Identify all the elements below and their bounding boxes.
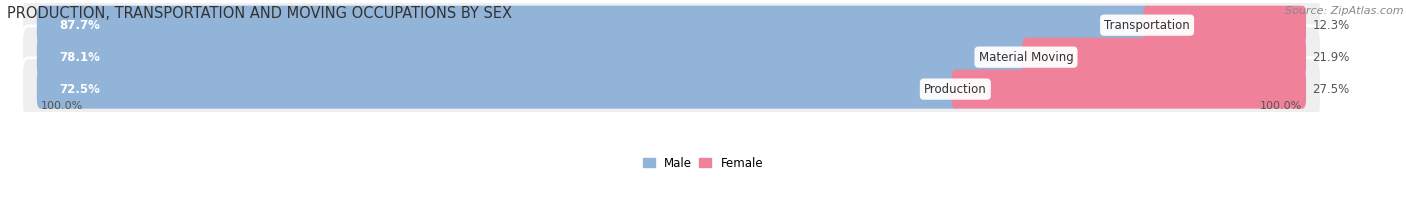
Text: 78.1%: 78.1% [59, 51, 100, 64]
FancyBboxPatch shape [37, 70, 959, 109]
Text: 100.0%: 100.0% [41, 101, 83, 111]
Text: Material Moving: Material Moving [979, 51, 1073, 64]
Text: PRODUCTION, TRANSPORTATION AND MOVING OCCUPATIONS BY SEX: PRODUCTION, TRANSPORTATION AND MOVING OC… [7, 6, 512, 21]
FancyBboxPatch shape [21, 0, 1322, 57]
Text: Production: Production [924, 83, 987, 96]
FancyBboxPatch shape [1143, 6, 1306, 45]
Text: 100.0%: 100.0% [1260, 101, 1302, 111]
Text: 27.5%: 27.5% [1312, 83, 1350, 96]
Text: Transportation: Transportation [1104, 19, 1189, 32]
Text: Source: ZipAtlas.com: Source: ZipAtlas.com [1285, 6, 1403, 16]
FancyBboxPatch shape [1022, 38, 1306, 77]
Text: 72.5%: 72.5% [59, 83, 100, 96]
Legend: Male, Female: Male, Female [643, 157, 763, 170]
Text: 21.9%: 21.9% [1312, 51, 1350, 64]
FancyBboxPatch shape [37, 38, 1029, 77]
FancyBboxPatch shape [952, 70, 1306, 109]
FancyBboxPatch shape [21, 58, 1322, 120]
FancyBboxPatch shape [21, 26, 1322, 88]
FancyBboxPatch shape [37, 6, 1152, 45]
Text: 87.7%: 87.7% [59, 19, 100, 32]
Text: 12.3%: 12.3% [1312, 19, 1350, 32]
